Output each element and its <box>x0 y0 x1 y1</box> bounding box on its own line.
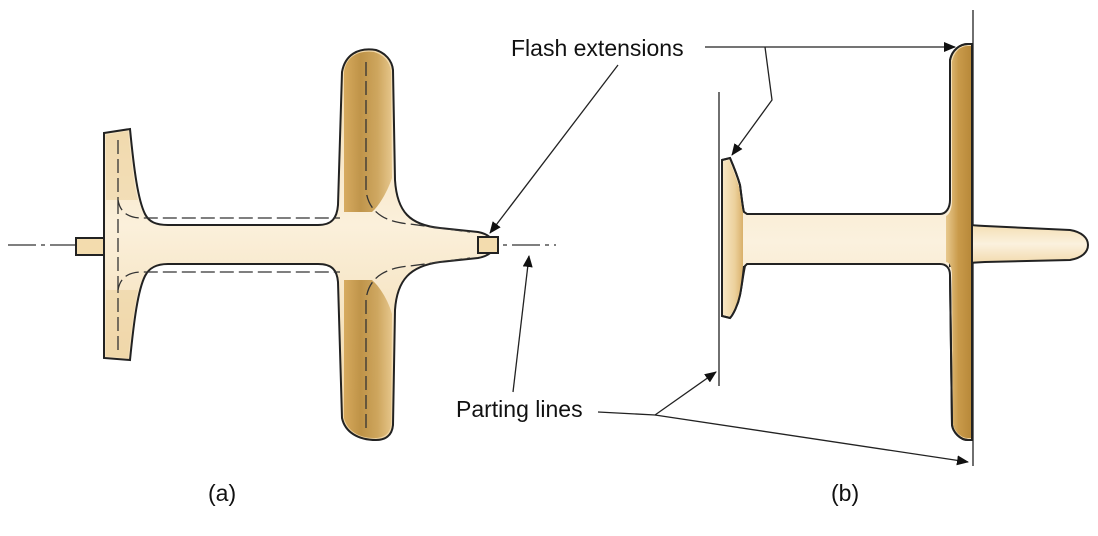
leader-parting-to-b-left <box>597 371 717 416</box>
annotations: Flash extensions Parting lines (a) (b) <box>208 35 969 506</box>
right-flash-tab-a <box>477 236 499 254</box>
leader-flash-to-b-left <box>731 46 773 156</box>
hidden-line-wing-upper <box>365 62 471 233</box>
label-parting-lines: Parting lines <box>456 396 583 422</box>
label-flash-extensions: Flash extensions <box>511 35 684 61</box>
right-flange-outline <box>949 43 973 441</box>
left-flange-outline-lower <box>721 160 745 320</box>
hidden-line-wing-lower <box>365 257 471 428</box>
part-b-section-view <box>718 10 1090 466</box>
left-flash-tab <box>75 237 107 256</box>
left-flange-outline <box>721 156 745 213</box>
caption-b: (b) <box>831 480 859 506</box>
hidden-line-left-lower <box>117 271 340 350</box>
leader-flash-to-a <box>489 64 619 234</box>
part-a-plan-view <box>8 48 556 442</box>
small-wing-shade-lower <box>106 290 138 358</box>
big-wing-shade <box>344 51 392 212</box>
right-flange-shade <box>946 46 971 438</box>
big-wing-shade-lower <box>344 280 392 438</box>
caption-a: (a) <box>208 480 236 506</box>
leader-parting-to-b-right <box>654 414 969 466</box>
part-a-body <box>103 48 496 442</box>
hidden-line-left-upper <box>117 140 340 219</box>
small-wing-shade <box>106 131 138 200</box>
left-flange-shade <box>723 160 743 316</box>
leader-parting-to-a <box>512 255 533 393</box>
part-b-body <box>721 43 973 441</box>
